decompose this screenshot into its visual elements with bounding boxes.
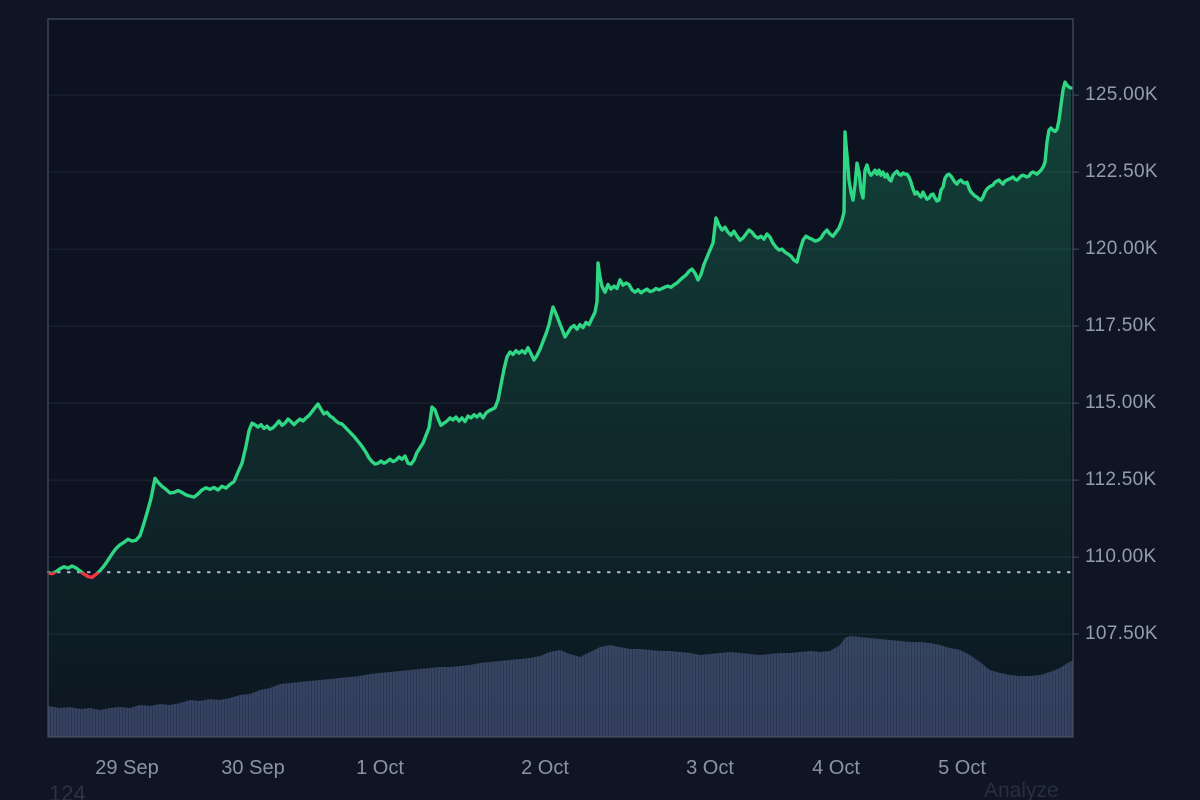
- bottom-left-cutoff-text: 124: [49, 781, 86, 800]
- x-axis-label: 1 Oct: [356, 757, 404, 779]
- y-axis-label: 112.50K: [1085, 469, 1157, 491]
- x-axis-label: 4 Oct: [812, 757, 860, 779]
- x-axis-label: 30 Sep: [221, 757, 285, 779]
- x-axis-label: 3 Oct: [686, 757, 734, 779]
- y-axis-label: 110.00K: [1085, 546, 1157, 568]
- y-axis-label: 115.00K: [1085, 392, 1157, 414]
- analyze-button[interactable]: Analyze: [984, 779, 1059, 800]
- x-axis-label: 5 Oct: [938, 757, 986, 779]
- x-axis-label: 2 Oct: [521, 757, 569, 779]
- y-axis-label: 122.50K: [1085, 161, 1158, 183]
- x-axis-label: 29 Sep: [95, 757, 159, 779]
- y-axis-label: 117.50K: [1085, 315, 1157, 337]
- price-area-fill: [48, 82, 1071, 738]
- y-axis-label: 107.50K: [1085, 623, 1158, 645]
- price-line-up: [48, 80, 1073, 573]
- y-axis-label: 120.00K: [1085, 238, 1158, 260]
- y-axis-label: 125.00K: [1085, 84, 1158, 106]
- plot-border: [47, 18, 1074, 738]
